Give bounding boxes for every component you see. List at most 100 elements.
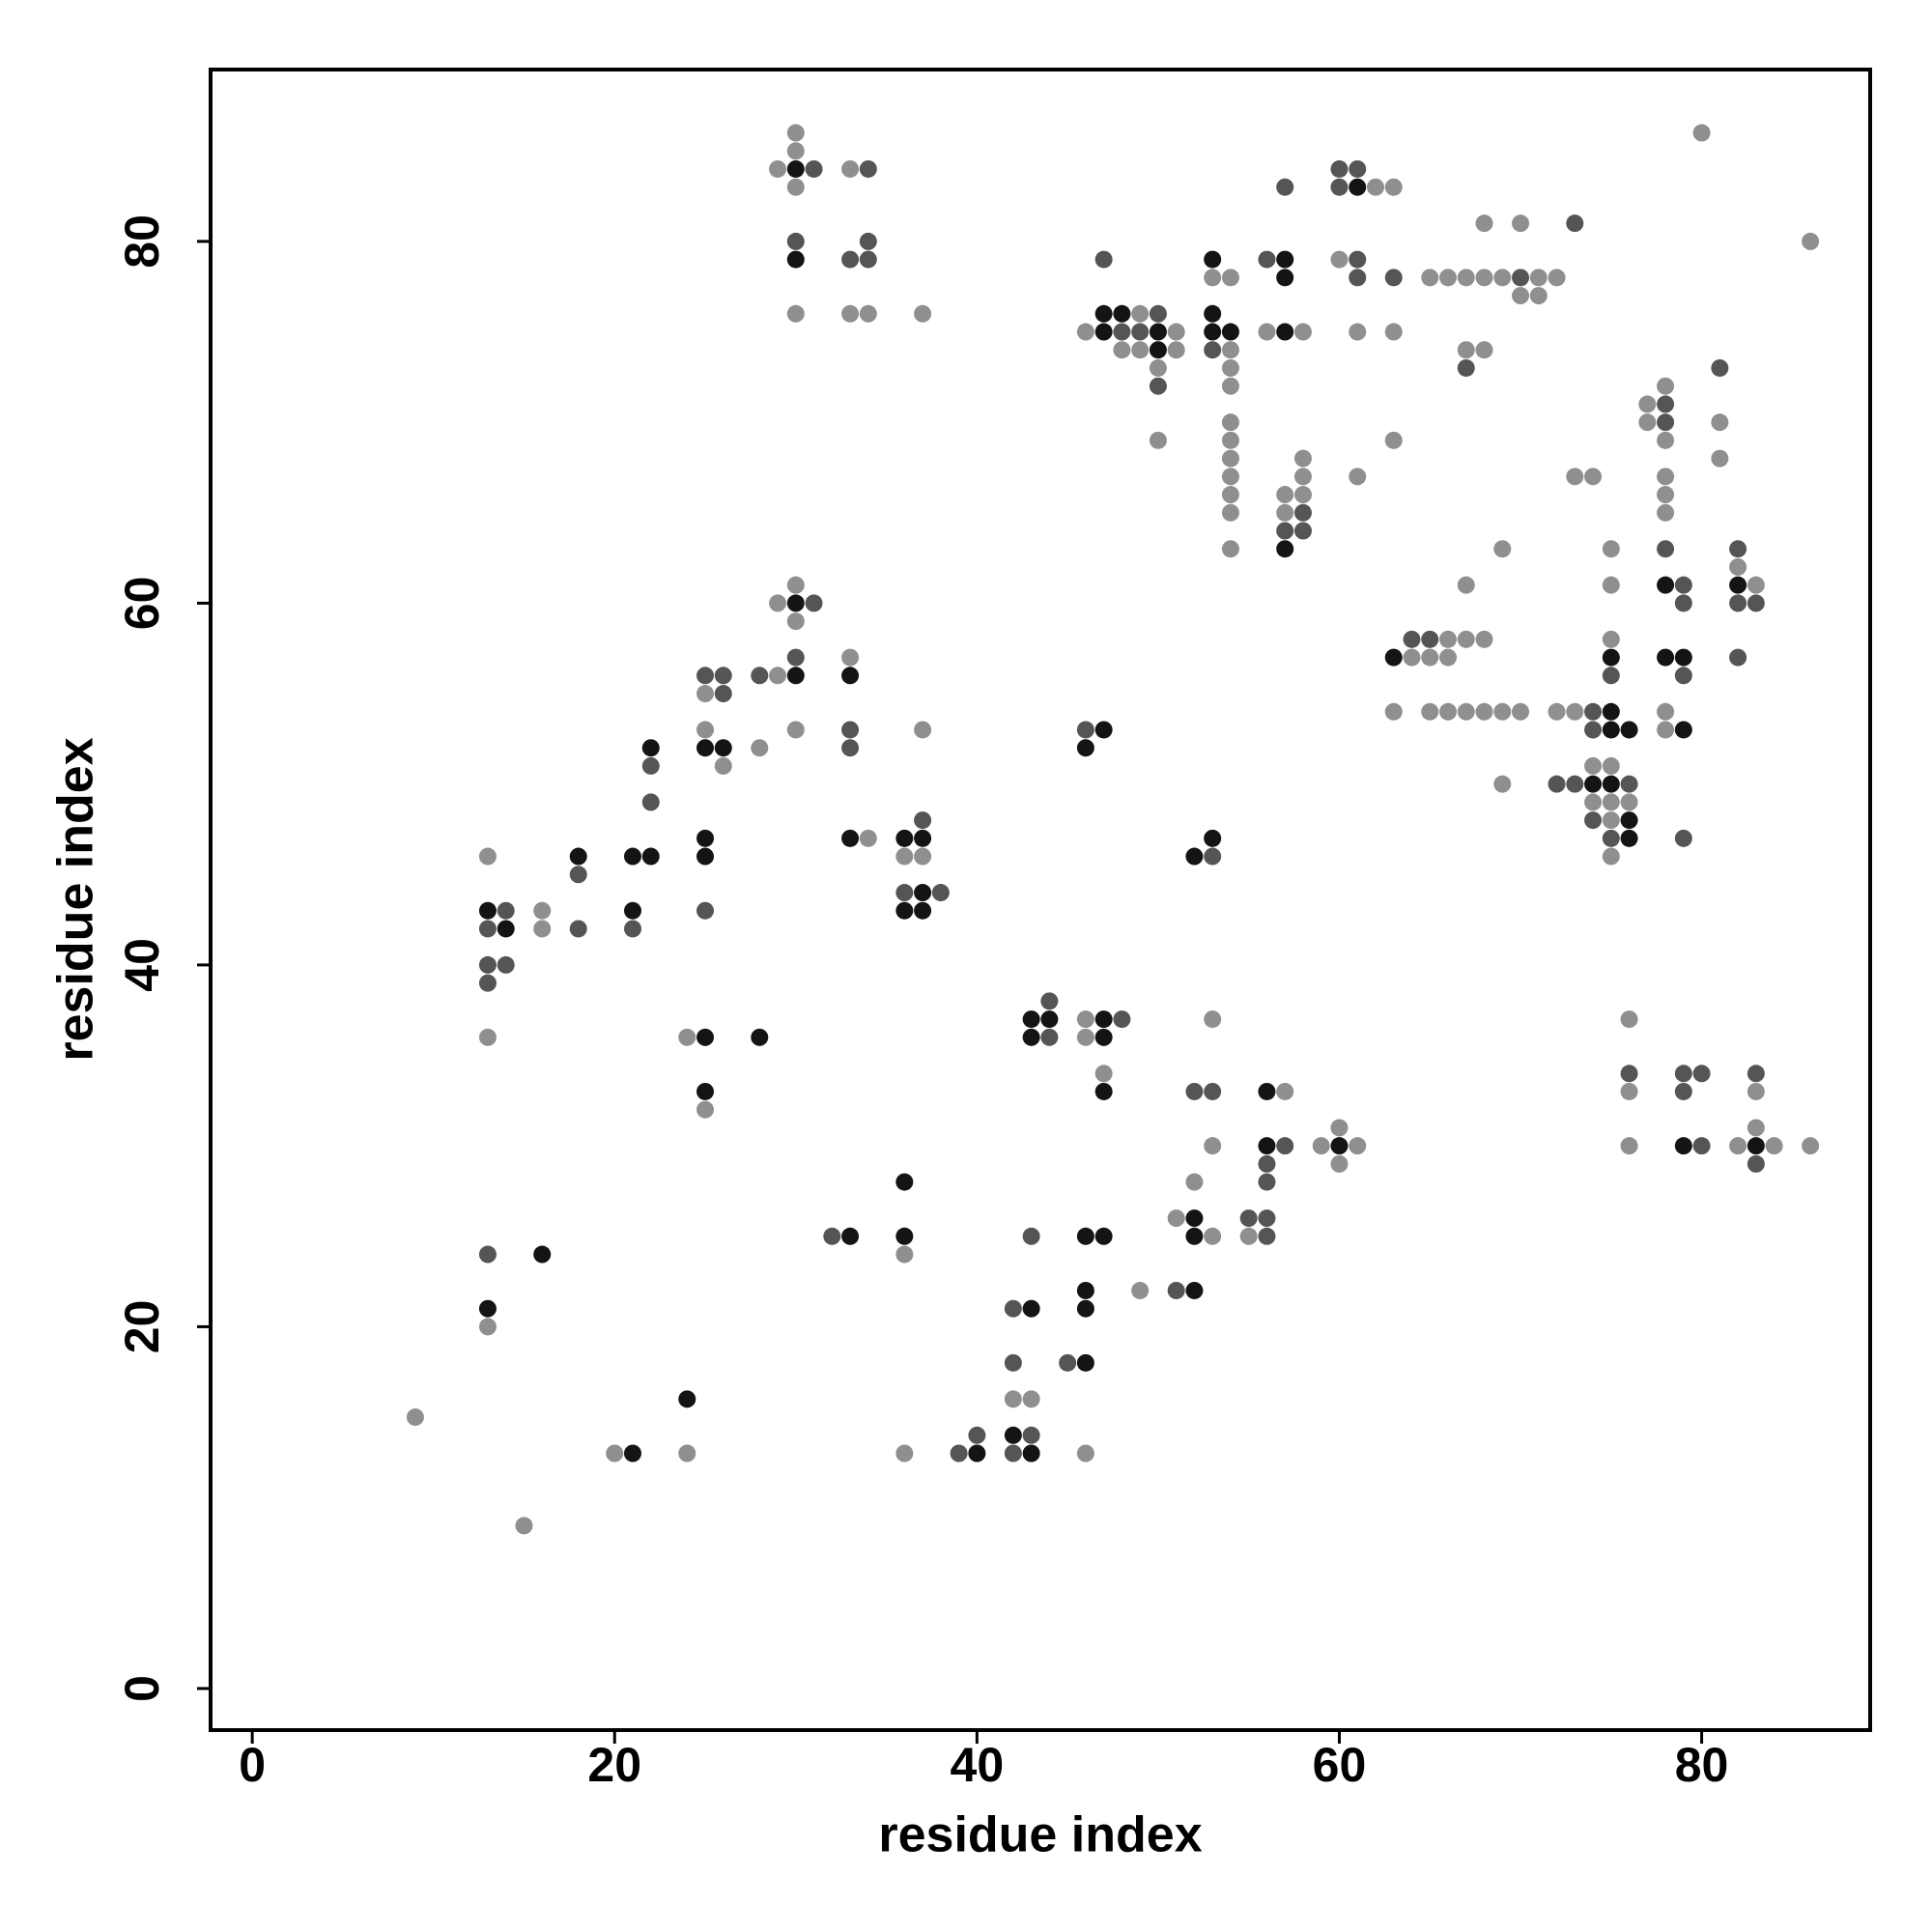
- contact-point: [1113, 341, 1131, 359]
- contact-point: [478, 920, 497, 938]
- contact-point: [1620, 775, 1638, 793]
- contact-point: [1657, 431, 1675, 449]
- contact-point: [478, 974, 497, 992]
- contact-point: [1366, 178, 1384, 196]
- contact-point: [1094, 1227, 1113, 1245]
- contact-point: [1602, 667, 1620, 685]
- contact-point: [1584, 702, 1603, 721]
- contact-point: [1475, 630, 1493, 648]
- contact-point: [1204, 847, 1222, 866]
- contact-point: [1602, 576, 1620, 594]
- contact-point: [1221, 540, 1239, 558]
- contact-point: [1094, 1065, 1113, 1083]
- contact-point: [641, 793, 660, 811]
- contact-point: [1620, 1065, 1638, 1083]
- contact-point: [786, 594, 805, 612]
- contact-point: [1657, 540, 1675, 558]
- contact-point: [1548, 269, 1566, 287]
- contact-point: [1602, 540, 1620, 558]
- contact-point: [1276, 486, 1294, 504]
- contact-point: [1747, 1154, 1765, 1173]
- contact-point: [1602, 648, 1620, 667]
- contact-point: [1022, 1390, 1040, 1408]
- contact-point: [859, 250, 877, 269]
- contact-point: [1312, 1137, 1330, 1155]
- contact-point: [1529, 269, 1548, 287]
- contact-point: [1276, 178, 1294, 196]
- contact-point: [1349, 250, 1367, 269]
- contact-point: [1293, 468, 1312, 486]
- contact-point: [1349, 269, 1367, 287]
- contact-point: [1657, 377, 1675, 395]
- contact-point: [1548, 702, 1566, 721]
- contact-point: [714, 685, 732, 703]
- contact-point: [1276, 1082, 1294, 1100]
- contact-point: [895, 884, 914, 902]
- contact-point: [497, 901, 515, 920]
- contact-point: [895, 1444, 914, 1463]
- contact-point: [714, 756, 732, 775]
- contact-point: [515, 1517, 533, 1535]
- contact-point: [1276, 1137, 1294, 1155]
- contact-point: [1239, 1209, 1258, 1228]
- contact-point: [1657, 413, 1675, 432]
- contact-point: [1384, 323, 1403, 341]
- contact-point: [786, 612, 805, 631]
- contact-point: [1258, 323, 1276, 341]
- contact-point: [497, 920, 515, 938]
- contact-point: [823, 1227, 841, 1245]
- contact-point: [786, 576, 805, 594]
- x-tick-label: 60: [1313, 1738, 1367, 1792]
- contact-point: [606, 1444, 624, 1463]
- contact-point: [1167, 1281, 1185, 1299]
- contact-point: [841, 648, 860, 667]
- contact-point: [696, 1028, 715, 1046]
- contact-point: [569, 920, 587, 938]
- contact-point: [624, 847, 642, 866]
- contact-point: [1657, 468, 1675, 486]
- contact-point: [1167, 1209, 1185, 1228]
- contact-point: [1493, 702, 1512, 721]
- contact-point: [751, 667, 769, 685]
- contact-point: [914, 901, 932, 920]
- contact-point: [1004, 1390, 1022, 1408]
- contact-point: [1747, 1065, 1765, 1083]
- contact-point: [1276, 540, 1294, 558]
- contact-point: [1204, 1010, 1222, 1029]
- contact-point: [805, 159, 823, 178]
- contact-point: [1221, 269, 1239, 287]
- contact-point: [1747, 1119, 1765, 1137]
- contact-point: [1349, 323, 1367, 341]
- contact-point: [641, 739, 660, 757]
- contact-point: [1349, 178, 1367, 196]
- contact-point: [1584, 811, 1603, 830]
- contact-point: [1204, 1082, 1222, 1100]
- contact-point: [478, 1245, 497, 1264]
- contact-point: [786, 124, 805, 142]
- contact-point: [1185, 1173, 1204, 1191]
- contact-point: [914, 721, 932, 739]
- contact-point: [914, 829, 932, 847]
- contact-point: [1493, 775, 1512, 793]
- contact-point: [1584, 721, 1603, 739]
- contact-point: [1457, 269, 1475, 287]
- contact-point: [1022, 1444, 1040, 1463]
- contact-point: [696, 901, 715, 920]
- contact-point: [1674, 1137, 1692, 1155]
- contact-point: [1258, 1082, 1276, 1100]
- contact-point: [1221, 431, 1239, 449]
- contact-point: [914, 847, 932, 866]
- contact-point: [1185, 1082, 1204, 1100]
- contact-point: [786, 232, 805, 250]
- contact-point: [1602, 756, 1620, 775]
- contact-point: [1276, 269, 1294, 287]
- contact-point: [1293, 449, 1312, 468]
- contact-point: [1076, 721, 1094, 739]
- contact-point: [1221, 503, 1239, 522]
- contact-point: [1747, 1137, 1765, 1155]
- contact-point: [478, 901, 497, 920]
- contact-point: [914, 304, 932, 323]
- x-tick-label: 40: [951, 1738, 1005, 1792]
- contact-point: [714, 739, 732, 757]
- contact-point: [1384, 702, 1403, 721]
